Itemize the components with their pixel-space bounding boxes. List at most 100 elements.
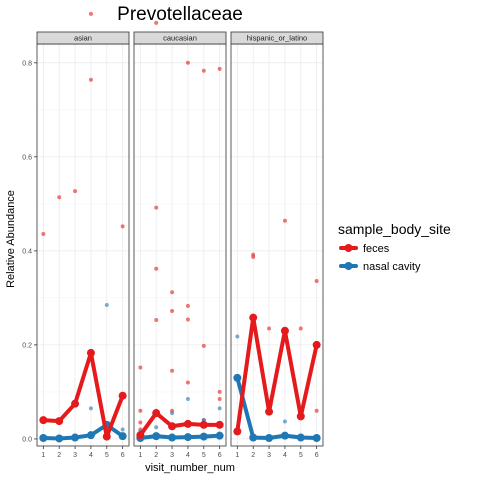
data-point bbox=[73, 189, 78, 194]
facet-strip-label: caucasian bbox=[163, 34, 197, 43]
data-point bbox=[88, 11, 93, 16]
data-point bbox=[185, 396, 190, 401]
x-tick-label: 2 bbox=[57, 452, 61, 459]
x-tick-label: 3 bbox=[267, 452, 271, 459]
data-point bbox=[88, 77, 93, 82]
data-point bbox=[88, 406, 93, 411]
facet-strip bbox=[230, 31, 324, 45]
facet-panels: asian caucasian hispanic_or_latino bbox=[36, 11, 324, 447]
legend-title: sample_body_site bbox=[338, 221, 451, 237]
data-point bbox=[41, 231, 46, 236]
data-point bbox=[314, 408, 319, 413]
data-point bbox=[154, 20, 159, 25]
series-marker bbox=[312, 434, 321, 443]
series-marker bbox=[136, 431, 145, 440]
series-marker bbox=[118, 391, 127, 400]
series-marker bbox=[296, 412, 305, 421]
series-marker bbox=[152, 409, 161, 418]
facet-panel-hispanic_or_latino: hispanic_or_latino bbox=[230, 31, 324, 447]
facet-panel-asian: asian bbox=[36, 11, 130, 447]
y-tick-label: 0.2 bbox=[22, 342, 32, 349]
x-tick-label: 2 bbox=[154, 452, 158, 459]
data-point bbox=[282, 218, 287, 223]
x-tick-label: 3 bbox=[170, 452, 174, 459]
series-marker bbox=[168, 422, 177, 431]
data-point bbox=[120, 427, 125, 432]
series-marker bbox=[86, 431, 95, 440]
data-point bbox=[201, 68, 206, 73]
x-tick-label: 5 bbox=[202, 452, 206, 459]
series-marker bbox=[199, 420, 208, 429]
facet-panel-caucasian: caucasian bbox=[133, 20, 227, 447]
legend-key-marker bbox=[344, 262, 353, 270]
data-point bbox=[217, 66, 222, 71]
facet-strip-label: hispanic_or_latino bbox=[247, 34, 307, 43]
data-point bbox=[170, 368, 175, 373]
legend: sample_body_site feces nasal cavity bbox=[338, 221, 451, 273]
series-marker bbox=[102, 432, 111, 441]
data-point bbox=[170, 411, 175, 416]
series-marker bbox=[233, 427, 242, 436]
series-marker bbox=[55, 417, 64, 426]
legend-keys: feces nasal cavity bbox=[339, 243, 421, 273]
series-marker bbox=[183, 433, 192, 442]
x-tick-label: 4 bbox=[89, 452, 93, 459]
series-marker bbox=[199, 432, 208, 441]
data-point bbox=[314, 278, 319, 283]
x-tick-label: 4 bbox=[186, 452, 190, 459]
x-tick-label: 5 bbox=[105, 452, 109, 459]
y-tick-label: 0.0 bbox=[22, 436, 32, 443]
x-tick-label: 6 bbox=[218, 452, 222, 459]
series-marker bbox=[55, 434, 64, 443]
series-marker bbox=[280, 431, 289, 440]
series-marker bbox=[280, 326, 289, 335]
series-marker bbox=[215, 431, 224, 440]
series-marker bbox=[39, 434, 48, 443]
x-tick-label: 5 bbox=[299, 452, 303, 459]
x-axis: 1 2 3 4 5 6 1 2 3 4 5 6 1 2 3 4 5 6 bbox=[41, 446, 319, 459]
data-point bbox=[298, 326, 303, 331]
series-marker bbox=[152, 432, 161, 441]
legend-label: feces bbox=[363, 243, 390, 255]
data-point bbox=[138, 408, 143, 413]
data-point bbox=[235, 334, 240, 339]
series-marker bbox=[249, 433, 258, 442]
x-tick-label: 1 bbox=[41, 452, 45, 459]
data-point bbox=[154, 425, 159, 430]
data-point bbox=[267, 326, 272, 331]
x-tick-label: 6 bbox=[315, 452, 319, 459]
x-tick-label: 1 bbox=[138, 452, 142, 459]
facet-strip bbox=[133, 31, 227, 45]
series-line bbox=[235, 315, 319, 434]
series-marker bbox=[183, 419, 192, 428]
data-point bbox=[154, 266, 159, 271]
series-marker bbox=[71, 433, 80, 442]
series-marker bbox=[118, 432, 127, 441]
series-marker bbox=[249, 313, 258, 322]
data-point bbox=[138, 365, 143, 370]
x-tick-label: 3 bbox=[73, 452, 77, 459]
data-point bbox=[185, 303, 190, 308]
series-marker bbox=[39, 416, 48, 425]
series-marker bbox=[233, 373, 242, 382]
series-marker bbox=[215, 420, 224, 429]
data-point bbox=[217, 406, 222, 411]
legend-entry-nasal-cavity: nasal cavity bbox=[339, 261, 421, 273]
data-point bbox=[217, 396, 222, 401]
series-marker bbox=[296, 433, 305, 442]
series-marker bbox=[312, 340, 321, 349]
legend-key-marker bbox=[344, 244, 353, 252]
data-point bbox=[154, 205, 159, 210]
panel-background bbox=[134, 44, 226, 446]
facet-strip bbox=[36, 31, 130, 45]
data-point bbox=[154, 317, 159, 322]
data-point bbox=[185, 317, 190, 322]
data-point bbox=[282, 419, 287, 424]
series-marker bbox=[168, 433, 177, 442]
x-axis-title: visit_number_num bbox=[145, 462, 235, 474]
data-point bbox=[185, 60, 190, 65]
data-point bbox=[251, 254, 256, 259]
series-marker bbox=[86, 348, 95, 357]
facet-strip-label: asian bbox=[74, 34, 92, 43]
x-tick-label: 2 bbox=[251, 452, 255, 459]
